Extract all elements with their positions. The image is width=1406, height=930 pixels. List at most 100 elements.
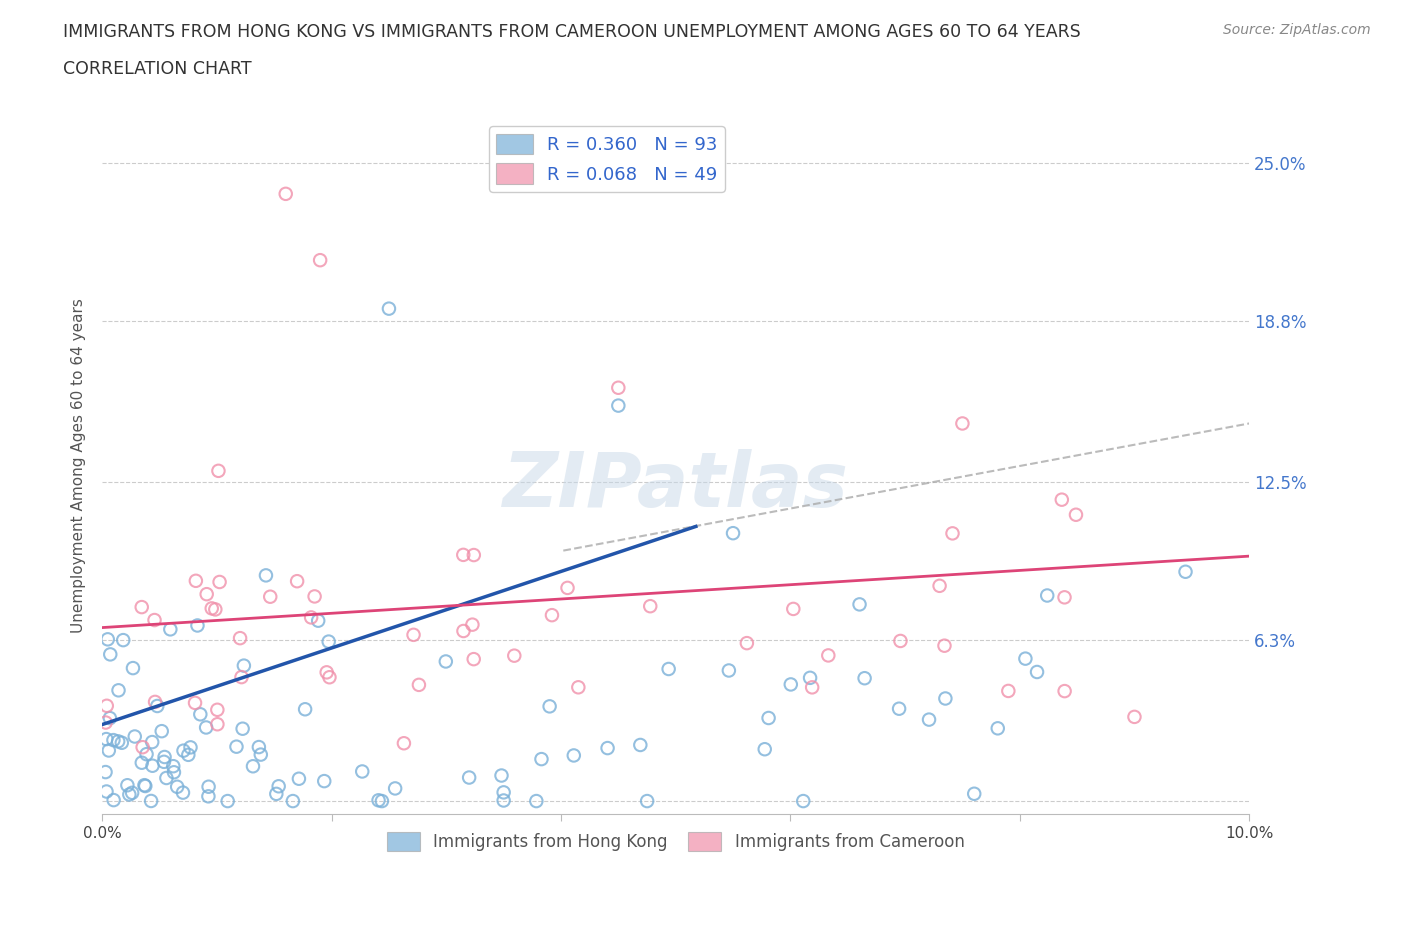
Point bbox=[103, 733, 125, 748]
Point bbox=[463, 652, 485, 667]
Point bbox=[217, 793, 239, 808]
Point bbox=[122, 660, 145, 675]
Point bbox=[1123, 710, 1146, 724]
Point bbox=[179, 740, 201, 755]
Point bbox=[94, 764, 117, 779]
Point bbox=[249, 747, 271, 762]
Point bbox=[247, 739, 270, 754]
Point bbox=[107, 683, 129, 698]
Point bbox=[197, 779, 219, 794]
Point bbox=[153, 750, 176, 764]
Point bbox=[352, 764, 374, 779]
Point bbox=[530, 751, 553, 766]
Point bbox=[1050, 492, 1073, 507]
Point bbox=[294, 702, 316, 717]
Point bbox=[1174, 565, 1197, 579]
Point bbox=[887, 701, 910, 716]
Point bbox=[928, 578, 950, 593]
Point bbox=[963, 786, 986, 801]
Point bbox=[139, 793, 162, 808]
Point bbox=[141, 735, 163, 750]
Point bbox=[96, 784, 118, 799]
Point bbox=[118, 787, 141, 802]
Point bbox=[159, 622, 181, 637]
Point bbox=[538, 699, 561, 714]
Point bbox=[285, 574, 308, 589]
Point bbox=[434, 654, 457, 669]
Point bbox=[204, 602, 226, 617]
Point bbox=[1064, 507, 1087, 522]
Point bbox=[392, 736, 415, 751]
Point bbox=[754, 742, 776, 757]
Point bbox=[567, 680, 589, 695]
Point bbox=[367, 793, 389, 808]
Point bbox=[314, 774, 336, 789]
Point bbox=[195, 720, 218, 735]
Point bbox=[402, 628, 425, 643]
Point bbox=[817, 648, 839, 663]
Point bbox=[853, 671, 876, 685]
Point bbox=[1036, 588, 1059, 603]
Point bbox=[186, 618, 208, 633]
Point bbox=[889, 633, 911, 648]
Point bbox=[98, 711, 121, 725]
Point bbox=[779, 677, 801, 692]
Point bbox=[163, 764, 186, 779]
Point bbox=[607, 380, 630, 395]
Point bbox=[315, 665, 337, 680]
Point bbox=[384, 781, 406, 796]
Point bbox=[1026, 665, 1049, 680]
Point bbox=[799, 671, 821, 685]
Point bbox=[717, 663, 740, 678]
Point bbox=[1053, 590, 1076, 604]
Point bbox=[96, 732, 118, 747]
Point bbox=[124, 729, 146, 744]
Point bbox=[184, 696, 207, 711]
Point bbox=[541, 607, 564, 622]
Point bbox=[304, 589, 326, 604]
Point bbox=[491, 768, 513, 783]
Point bbox=[309, 253, 332, 268]
Point bbox=[307, 613, 329, 628]
Text: ZIPatlas: ZIPatlas bbox=[503, 449, 849, 524]
Point bbox=[207, 702, 229, 717]
Point bbox=[801, 680, 824, 695]
Point bbox=[638, 599, 661, 614]
Point bbox=[96, 698, 118, 713]
Point bbox=[242, 759, 264, 774]
Point bbox=[274, 186, 297, 201]
Point bbox=[162, 759, 184, 774]
Point bbox=[782, 602, 804, 617]
Point bbox=[299, 610, 322, 625]
Point bbox=[207, 463, 229, 478]
Point bbox=[266, 787, 288, 802]
Point bbox=[143, 613, 166, 628]
Point bbox=[97, 631, 120, 646]
Point bbox=[408, 677, 430, 692]
Point bbox=[173, 743, 195, 758]
Point bbox=[184, 574, 207, 589]
Text: CORRELATION CHART: CORRELATION CHART bbox=[63, 60, 252, 78]
Point bbox=[524, 793, 547, 808]
Point bbox=[463, 548, 485, 563]
Point bbox=[721, 525, 744, 540]
Point bbox=[150, 724, 173, 738]
Point bbox=[941, 526, 963, 541]
Point bbox=[131, 600, 153, 615]
Point bbox=[172, 785, 194, 800]
Point bbox=[1053, 684, 1076, 698]
Point bbox=[231, 670, 253, 684]
Point bbox=[453, 623, 475, 638]
Point bbox=[208, 575, 231, 590]
Point bbox=[201, 601, 224, 616]
Point bbox=[952, 416, 974, 431]
Point bbox=[987, 721, 1010, 736]
Point bbox=[288, 771, 311, 786]
Point bbox=[628, 737, 651, 752]
Point bbox=[134, 778, 156, 793]
Point bbox=[453, 548, 475, 563]
Point bbox=[607, 398, 630, 413]
Point bbox=[281, 793, 304, 808]
Point bbox=[735, 636, 758, 651]
Point bbox=[934, 638, 956, 653]
